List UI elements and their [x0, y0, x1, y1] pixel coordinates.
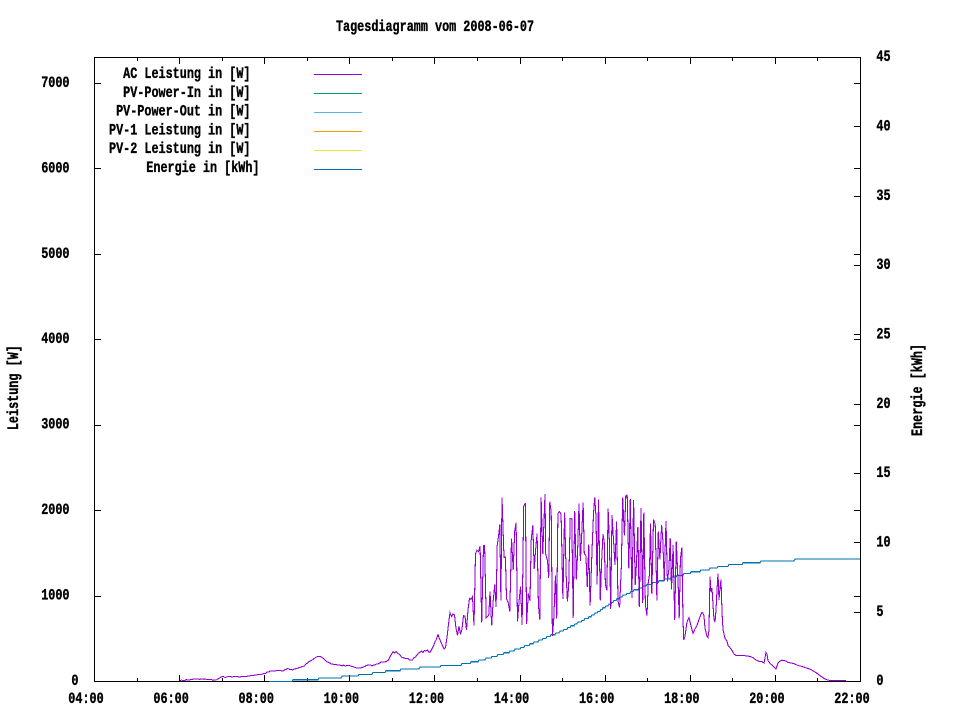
- svg-text:0: 0: [876, 674, 883, 691]
- svg-text:12:00: 12:00: [409, 692, 444, 709]
- svg-text:PV-Power-Out in [W]: PV-Power-Out in [W]: [116, 104, 250, 121]
- svg-text:0: 0: [71, 674, 78, 691]
- svg-text:4000: 4000: [41, 332, 69, 349]
- svg-text:08:00: 08:00: [239, 692, 274, 709]
- svg-text:22:00: 22:00: [834, 692, 869, 709]
- svg-text:Tagesdiagramm vom 2008-06-07: Tagesdiagramm vom 2008-06-07: [336, 20, 534, 37]
- svg-text:PV-2 Leistung in [W]: PV-2 Leistung in [W]: [109, 142, 250, 159]
- svg-text:35: 35: [876, 189, 890, 206]
- svg-text:40: 40: [876, 119, 890, 136]
- svg-text:20: 20: [876, 397, 890, 414]
- svg-text:10: 10: [876, 535, 890, 552]
- svg-text:7000: 7000: [41, 76, 69, 93]
- svg-text:1000: 1000: [41, 588, 69, 605]
- svg-text:Leistung [W]: Leistung [W]: [7, 345, 24, 430]
- svg-text:PV-Power-In in [W]: PV-Power-In in [W]: [123, 86, 250, 103]
- svg-text:5: 5: [876, 605, 883, 622]
- svg-text:14:00: 14:00: [494, 692, 529, 709]
- svg-text:18:00: 18:00: [664, 692, 699, 709]
- svg-text:30: 30: [876, 258, 890, 275]
- svg-text:Energie [kWh]: Energie [kWh]: [911, 344, 928, 436]
- svg-text:AC Leistung in [W]: AC Leistung in [W]: [123, 67, 250, 84]
- svg-text:PV-1 Leistung in [W]: PV-1 Leistung in [W]: [109, 123, 250, 140]
- svg-text:3000: 3000: [41, 417, 69, 434]
- svg-text:2000: 2000: [41, 503, 69, 520]
- svg-text:25: 25: [876, 327, 890, 344]
- svg-text:15: 15: [876, 466, 890, 483]
- svg-text:20:00: 20:00: [749, 692, 784, 709]
- svg-text:45: 45: [876, 50, 890, 67]
- svg-text:Energie in [kWh]: Energie in [kWh]: [146, 161, 259, 178]
- svg-text:16:00: 16:00: [579, 692, 614, 709]
- svg-text:04:00: 04:00: [68, 692, 103, 709]
- svg-text:5000: 5000: [41, 247, 69, 264]
- svg-text:6000: 6000: [41, 161, 69, 178]
- svg-text:10:00: 10:00: [324, 692, 359, 709]
- svg-text:06:00: 06:00: [153, 692, 188, 709]
